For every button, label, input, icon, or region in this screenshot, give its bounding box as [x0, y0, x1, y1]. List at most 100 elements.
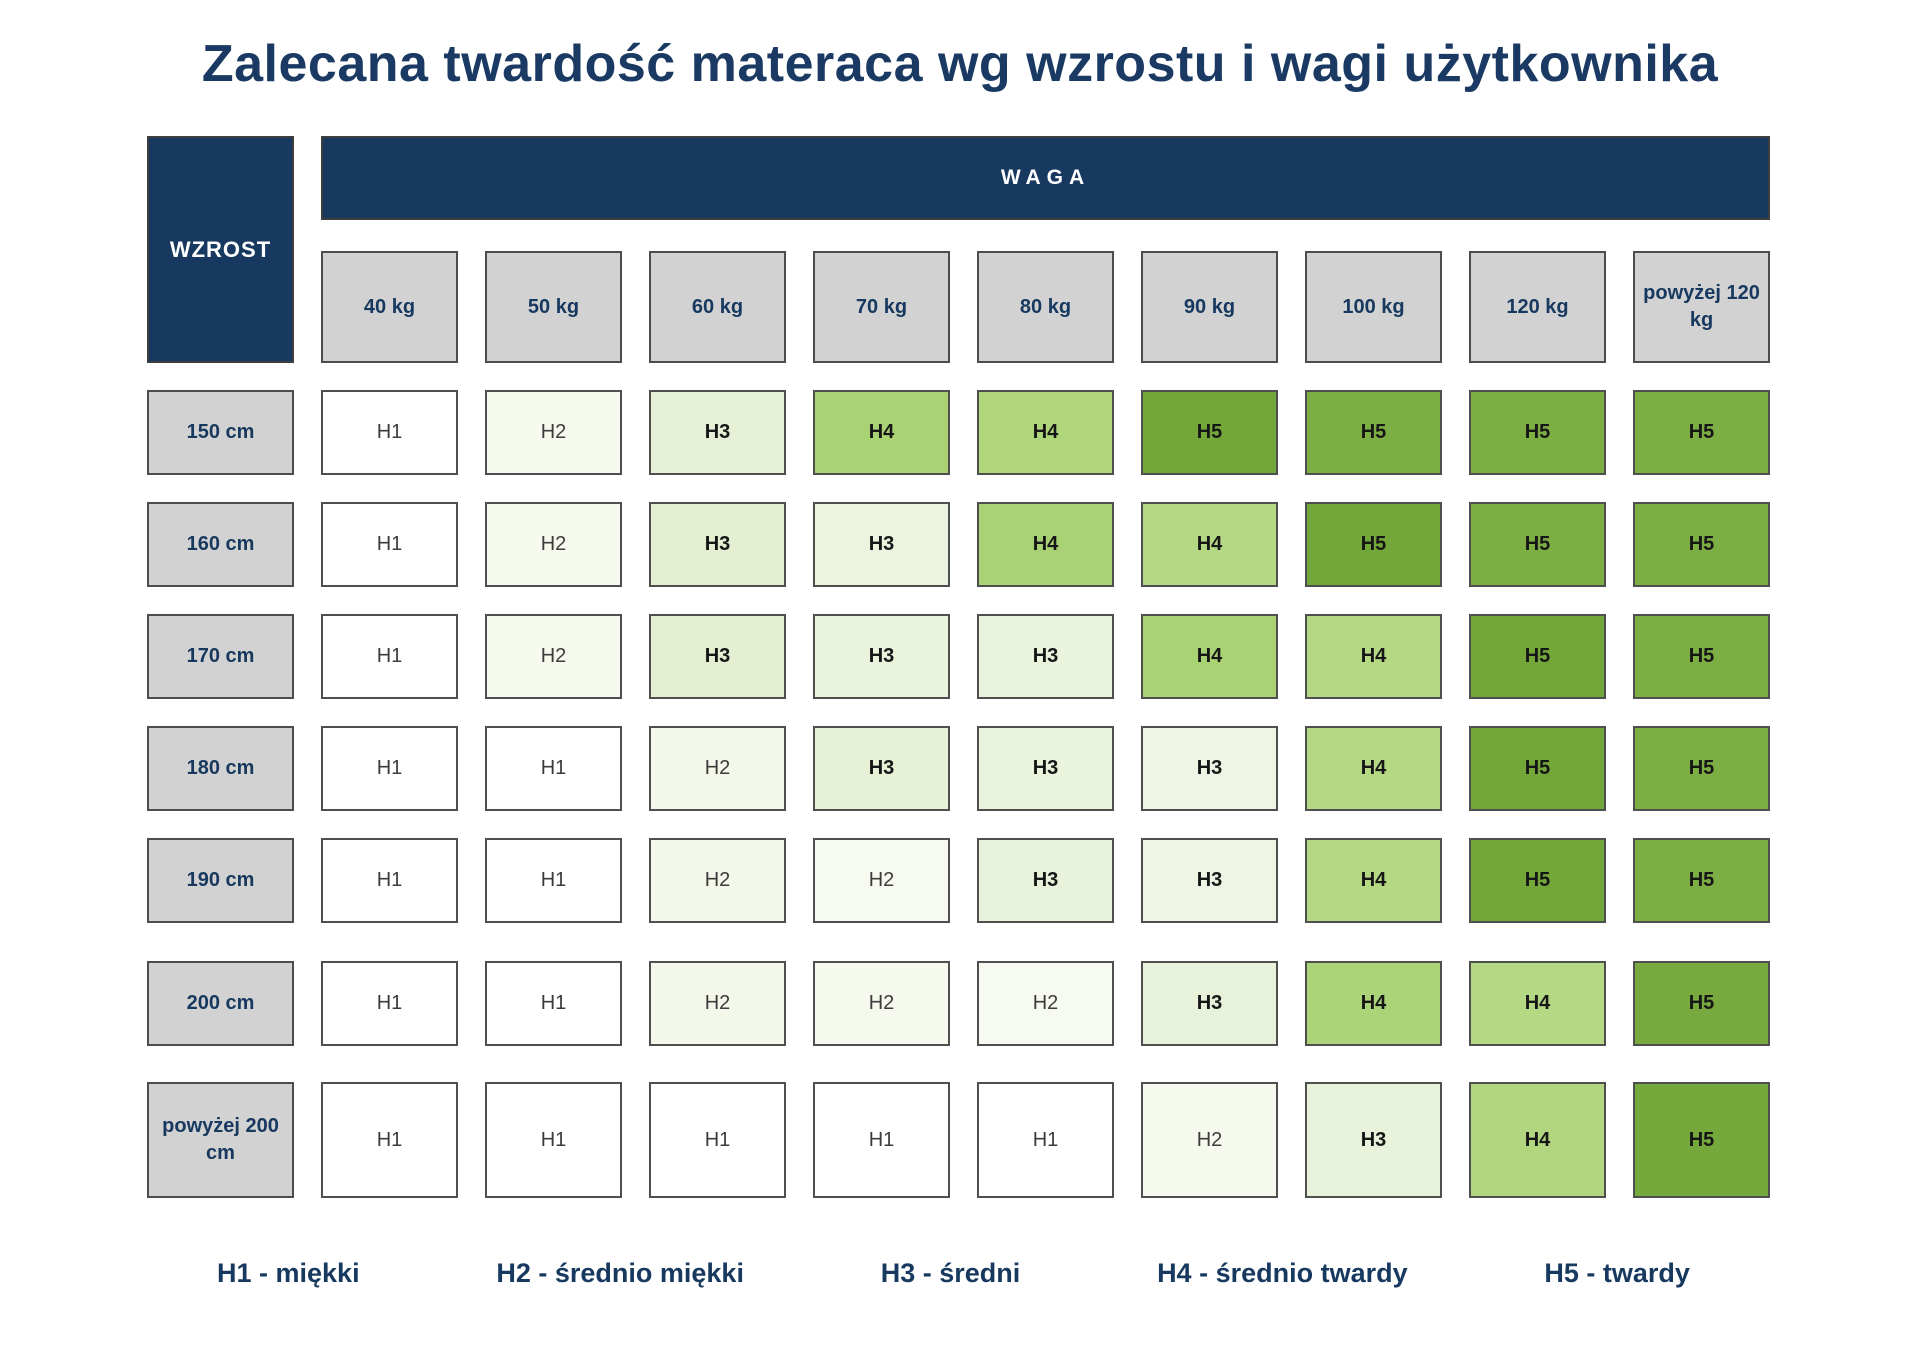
firmness-cell: H1: [321, 961, 458, 1046]
firmness-cell: H1: [485, 961, 622, 1046]
table-row: 180 cm H1 H1 H2 H3 H3 H3 H4 H5 H5: [147, 726, 1770, 811]
firmness-cell: H2: [649, 961, 786, 1046]
firmness-cell: H2: [813, 838, 950, 923]
firmness-cell: H5: [1469, 614, 1606, 699]
firmness-cell: H1: [321, 390, 458, 475]
firmness-cell: H4: [1305, 614, 1442, 699]
column-header-weight-2: 50 kg: [485, 251, 622, 363]
firmness-cell: H3: [813, 614, 950, 699]
table-row: 170 cm H1 H2 H3 H3 H3 H4 H4 H5 H5: [147, 614, 1770, 699]
table-row: 190 cm H1 H1 H2 H2 H3 H3 H4 H5 H5: [147, 838, 1770, 923]
firmness-cell: H3: [1141, 961, 1278, 1046]
firmness-cell: H2: [649, 838, 786, 923]
firmness-cell: H5: [1633, 390, 1770, 475]
firmness-cell: H3: [813, 726, 950, 811]
column-header-weight-9: powyżej 120 kg: [1633, 251, 1770, 363]
firmness-cell: H4: [1305, 838, 1442, 923]
firmness-cell: H2: [485, 614, 622, 699]
firmness-cell: H1: [649, 1082, 786, 1198]
firmness-cell: H5: [1633, 614, 1770, 699]
table-row: 200 cm H1 H1 H2 H2 H2 H3 H4 H4 H5: [147, 961, 1770, 1046]
firmness-cell: H2: [485, 502, 622, 587]
firmness-cell: H1: [321, 1082, 458, 1198]
firmness-table: WZROST WAGA 40 kg 50 kg 60 kg 70 kg 80 kg 90 …: [147, 136, 1770, 1198]
firmness-cell: H1: [321, 726, 458, 811]
row-header-height: 160 cm: [147, 502, 294, 587]
firmness-cell: H5: [1633, 502, 1770, 587]
firmness-cell: H1: [321, 502, 458, 587]
column-header-weight-1: 40 kg: [321, 251, 458, 363]
firmness-cell: H2: [485, 390, 622, 475]
page-title: Zalecana twardość materaca wg wzrostu i …: [201, 35, 1719, 93]
firmness-cell: H4: [1305, 961, 1442, 1046]
firmness-cell: H4: [977, 502, 1114, 587]
firmness-cell: H1: [977, 1082, 1114, 1198]
firmness-cell: H3: [977, 614, 1114, 699]
weight-group-header: WAGA: [321, 136, 1770, 220]
firmness-cell: H5: [1305, 502, 1442, 587]
legend-item-h4: H4 - średnio twardy: [1157, 1258, 1408, 1288]
column-header-weight-6: 90 kg: [1141, 251, 1278, 363]
firmness-cell: H1: [485, 726, 622, 811]
firmness-cell: H3: [977, 838, 1114, 923]
firmness-cell: H2: [977, 961, 1114, 1046]
row-header-height: 190 cm: [147, 838, 294, 923]
weight-header-row: 40 kg 50 kg 60 kg 70 kg 80 kg 90 kg 100 kg 120 …: [321, 251, 1770, 363]
legend: H1 - miękki H2 - średnio miękki H3 - średn…: [147, 1258, 1770, 1289]
firmness-cell: H1: [485, 838, 622, 923]
legend-item-h5: H5 - twardy: [1544, 1258, 1690, 1288]
firmness-cell: H4: [977, 390, 1114, 475]
firmness-cell: H3: [649, 390, 786, 475]
column-header-weight-8: 120 kg: [1469, 251, 1606, 363]
firmness-cell: H5: [1469, 390, 1606, 475]
weight-header-area: WAGA 40 kg 50 kg 60 kg 70 kg 80 kg 90 kg 100 k…: [321, 136, 1770, 363]
firmness-cell: H2: [813, 961, 950, 1046]
firmness-cell: H1: [321, 838, 458, 923]
firmness-cell: H3: [1305, 1082, 1442, 1198]
row-header-height: 150 cm: [147, 390, 294, 475]
column-header-weight-5: 80 kg: [977, 251, 1114, 363]
firmness-cell: H2: [1141, 1082, 1278, 1198]
firmness-cell: H1: [813, 1082, 950, 1198]
firmness-cell: H3: [1141, 726, 1278, 811]
column-header-weight-7: 100 kg: [1305, 251, 1442, 363]
row-header-height: 200 cm: [147, 961, 294, 1046]
firmness-cell: H5: [1305, 390, 1442, 475]
legend-item-h2: H2 - średnio miękki: [496, 1258, 744, 1288]
firmness-cell: H3: [649, 614, 786, 699]
firmness-cell: H4: [1141, 502, 1278, 587]
firmness-cell: H1: [485, 1082, 622, 1198]
firmness-cell: H4: [813, 390, 950, 475]
firmness-cell: H5: [1633, 838, 1770, 923]
firmness-cell: H3: [1141, 838, 1278, 923]
firmness-cell: H5: [1633, 1082, 1770, 1198]
table-row: powyżej 200 cm H1 H1 H1 H1 H1 H2 H3 H4 H5: [147, 1082, 1770, 1198]
column-header-weight-4: 70 kg: [813, 251, 950, 363]
firmness-cell: H5: [1633, 726, 1770, 811]
legend-item-h3: H3 - średni: [880, 1258, 1021, 1288]
table-body: 150 cm H1 H2 H3 H4 H4 H5 H5 H5 H5 160 cm H1 H2 H3 H3 H4…: [147, 390, 1770, 1198]
firmness-cell: H5: [1469, 726, 1606, 811]
firmness-cell: H4: [1305, 726, 1442, 811]
firmness-cell: H3: [813, 502, 950, 587]
table-row: 150 cm H1 H2 H3 H4 H4 H5 H5 H5 H5: [147, 390, 1770, 475]
row-header-height: 170 cm: [147, 614, 294, 699]
column-header-weight-3: 60 kg: [649, 251, 786, 363]
height-column-header: WZROST: [147, 136, 294, 363]
firmness-cell: H5: [1141, 390, 1278, 475]
table-header: WZROST WAGA 40 kg 50 kg 60 kg 70 kg 80 kg 90 …: [147, 136, 1770, 363]
row-header-height: powyżej 200 cm: [147, 1082, 294, 1198]
firmness-cell: H2: [649, 726, 786, 811]
firmness-cell: H4: [1141, 614, 1278, 699]
firmness-cell: H1: [321, 614, 458, 699]
firmness-cell: H4: [1469, 961, 1606, 1046]
firmness-cell: H5: [1469, 838, 1606, 923]
legend-item-h1: H1 - miękki: [217, 1258, 360, 1288]
firmness-cell: H3: [649, 502, 786, 587]
firmness-cell: H5: [1469, 502, 1606, 587]
firmness-cell: H5: [1633, 961, 1770, 1046]
row-header-height: 180 cm: [147, 726, 294, 811]
firmness-cell: H4: [1469, 1082, 1606, 1198]
table-row: 160 cm H1 H2 H3 H3 H4 H4 H5 H5 H5: [147, 502, 1770, 587]
